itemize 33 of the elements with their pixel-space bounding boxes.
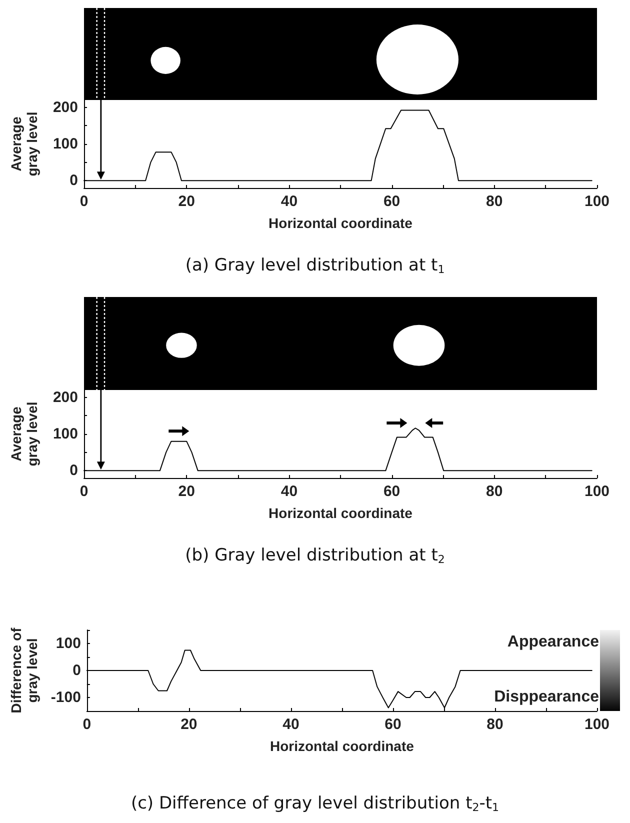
x-tick-label: 80 [486, 716, 504, 733]
y-axis-title: Difference of gray level [8, 627, 40, 714]
y-axis-title: Average gray level [8, 112, 40, 176]
x-tick-label: 60 [383, 483, 400, 500]
y-tick-label: -100 [50, 689, 81, 706]
x-tick-label: 60 [383, 193, 400, 210]
y-tick-label: 0 [72, 662, 81, 679]
x-tick-label: 100 [584, 193, 610, 210]
x-tick-label: 100 [584, 716, 610, 733]
x-axis-title: Horizontal coordinate [268, 505, 413, 521]
y-tick-label: 200 [52, 98, 78, 116]
x-tick-label: 80 [486, 483, 503, 500]
x-tick-label: 0 [82, 716, 92, 733]
x-tick-label: 100 [584, 483, 610, 500]
y-tick-label: 0 [70, 462, 78, 480]
x-tick-label: 40 [282, 716, 300, 733]
x-tick-label: 20 [178, 193, 195, 210]
x-tick-label: 60 [384, 716, 402, 733]
annotation: Disppearance [494, 688, 600, 706]
y-axis-title: Average gray level [8, 402, 40, 466]
y-tick-label: 100 [52, 426, 78, 442]
x-tick-label: 80 [486, 193, 503, 210]
x-axis-title: Horizontal coordinate [270, 738, 414, 754]
y-tick-label: 100 [52, 136, 78, 152]
x-axis-title: Horizontal coordinate [268, 215, 413, 231]
annotation: Appearance [507, 634, 600, 650]
x-tick-label: 20 [178, 483, 195, 500]
x-tick-label: 20 [180, 716, 198, 733]
y-tick-label: 0 [70, 172, 78, 190]
y-tick-label: 100 [56, 635, 81, 652]
x-tick-label: 40 [280, 193, 298, 210]
x-tick-label: 40 [280, 483, 298, 500]
y-tick-label: 200 [52, 388, 78, 406]
